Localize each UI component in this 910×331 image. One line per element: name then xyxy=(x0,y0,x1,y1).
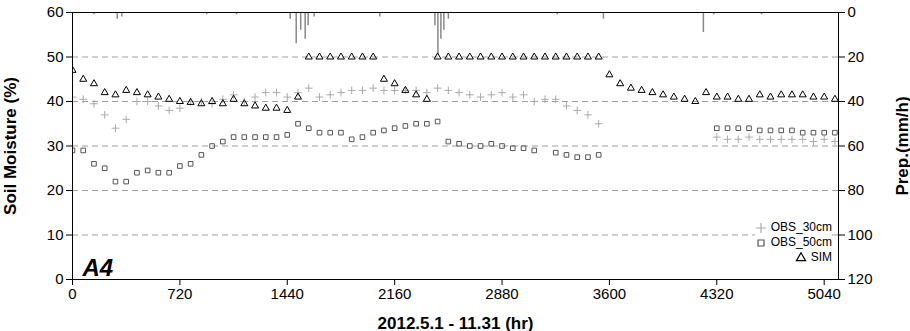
svg-text:2160: 2160 xyxy=(378,285,411,302)
svg-text:2012.5.1 - 11.31 (hr): 2012.5.1 - 11.31 (hr) xyxy=(378,314,534,331)
svg-text:60: 60 xyxy=(47,3,64,20)
svg-text:5040: 5040 xyxy=(807,285,840,302)
svg-text:4320: 4320 xyxy=(700,285,733,302)
svg-text:40: 40 xyxy=(848,92,865,109)
svg-text:1440: 1440 xyxy=(271,285,304,302)
svg-text:3600: 3600 xyxy=(593,285,626,302)
svg-text:0: 0 xyxy=(68,285,76,302)
svg-text:30: 30 xyxy=(47,137,64,154)
svg-text:720: 720 xyxy=(167,285,192,302)
html-text:OBS_50cm: OBS_50cm xyxy=(770,235,832,249)
svg-text:10: 10 xyxy=(47,226,64,243)
svg-text:60: 60 xyxy=(848,137,865,154)
svg-text:Soil Moisture (%): Soil Moisture (%) xyxy=(1,77,20,215)
svg-text:80: 80 xyxy=(848,181,865,198)
svg-text:Prep.(mm/h): Prep.(mm/h) xyxy=(893,96,910,195)
svg-text:0: 0 xyxy=(848,3,856,20)
html-text:OBS_30cm: OBS_30cm xyxy=(770,220,832,234)
svg-text:120: 120 xyxy=(848,270,873,287)
svg-text:0: 0 xyxy=(55,270,63,287)
svg-text:100: 100 xyxy=(848,226,873,243)
html-text:SIM: SIM xyxy=(810,250,832,264)
svg-text:A4: A4 xyxy=(82,254,114,281)
svg-text:2880: 2880 xyxy=(485,285,518,302)
svg-text:50: 50 xyxy=(47,48,64,65)
svg-text:20: 20 xyxy=(47,181,64,198)
svg-text:20: 20 xyxy=(848,48,865,65)
svg-text:40: 40 xyxy=(47,92,64,109)
